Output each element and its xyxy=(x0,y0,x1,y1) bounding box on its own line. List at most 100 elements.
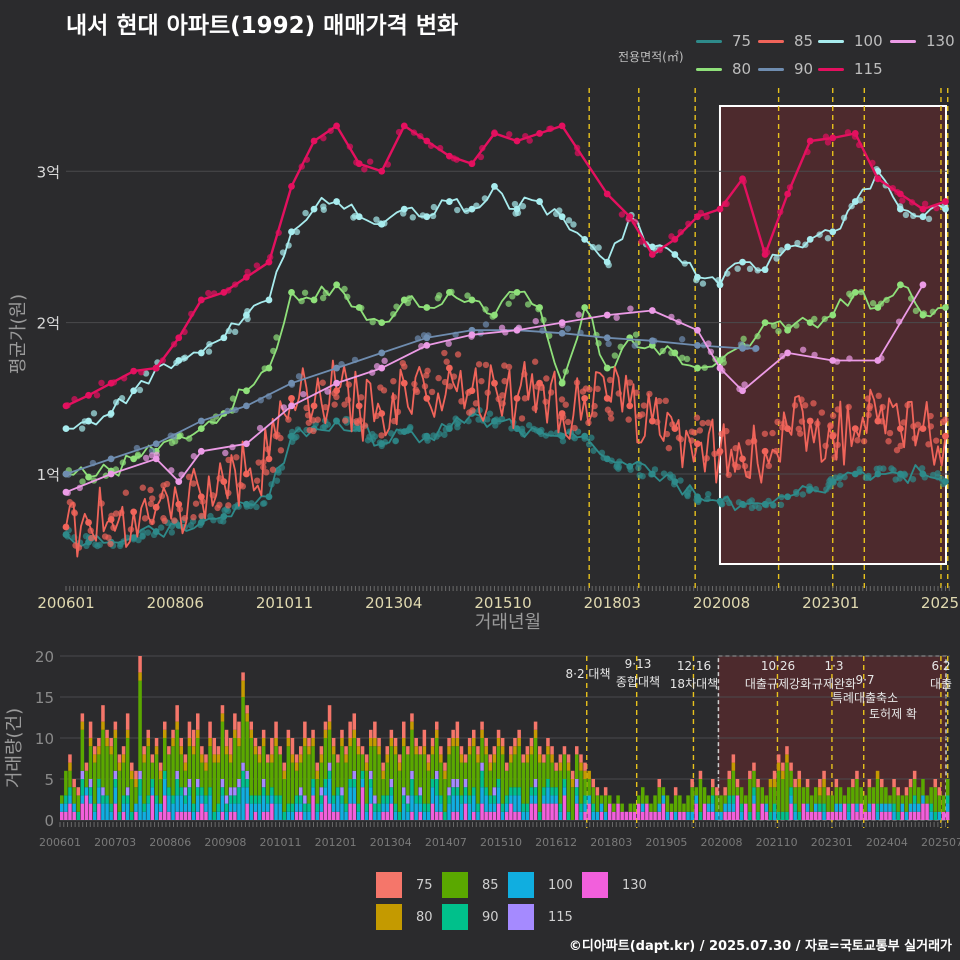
volume-segment xyxy=(723,811,727,820)
volume-segment xyxy=(492,803,497,812)
volume-segment xyxy=(125,795,130,804)
volume-segment xyxy=(261,811,266,820)
data-point-85 xyxy=(919,425,927,433)
volume-segment xyxy=(299,762,303,788)
volume-segment xyxy=(764,811,769,820)
volume-segment xyxy=(84,795,89,820)
volume-bar xyxy=(327,705,332,820)
volume-segment xyxy=(261,738,266,747)
volume-segment xyxy=(257,754,262,763)
volume-segment xyxy=(389,795,394,804)
volume-segment xyxy=(257,803,262,820)
volume-bar xyxy=(735,779,740,820)
data-point-100 xyxy=(851,198,859,205)
scatter-point-100 xyxy=(570,221,577,228)
volume-segment xyxy=(241,697,245,763)
volume-segment xyxy=(60,811,64,820)
scatter-point-85 xyxy=(441,349,448,357)
vol-legend-swatch-85 xyxy=(442,872,468,898)
volume-segment xyxy=(88,721,93,738)
volume-segment xyxy=(125,787,130,796)
volume-segment xyxy=(369,746,373,771)
volume-segment xyxy=(603,795,608,812)
volume-segment xyxy=(669,803,674,812)
volume-segment xyxy=(364,770,369,804)
series-75 xyxy=(62,407,949,550)
data-point-75 xyxy=(62,531,70,538)
volume-segment xyxy=(340,746,344,788)
data-point-80 xyxy=(671,349,679,357)
volume-segment xyxy=(402,721,406,738)
volume-segment xyxy=(430,803,435,820)
scatter-point-115 xyxy=(366,158,374,165)
data-point-85 xyxy=(491,379,498,387)
volume-bar xyxy=(105,729,109,820)
scatter-point-85 xyxy=(665,444,673,452)
scatter-point-90 xyxy=(482,321,490,328)
volume-bar xyxy=(204,754,208,820)
volume-segment xyxy=(880,803,884,812)
volume-segment xyxy=(842,803,847,820)
volume-segment xyxy=(327,803,332,820)
volume-segment xyxy=(785,811,789,820)
volume-segment xyxy=(105,795,109,804)
volume-segment xyxy=(406,795,410,804)
volume-segment xyxy=(348,787,352,804)
volume-segment xyxy=(340,795,344,804)
volume-segment xyxy=(249,795,254,804)
volume-segment xyxy=(113,803,118,820)
annotation-note: 특례대출축소 xyxy=(832,691,898,705)
volume-segment xyxy=(480,738,484,763)
volume-segment xyxy=(117,762,122,771)
data-point-115 xyxy=(874,175,882,183)
volume-segment xyxy=(496,787,501,804)
scatter-point-100 xyxy=(902,211,910,219)
volume-segment xyxy=(224,811,229,820)
volume-segment xyxy=(228,787,233,796)
volume-segment xyxy=(274,803,278,820)
volume-segment xyxy=(558,770,563,804)
volume-segment xyxy=(266,795,270,804)
volume-segment xyxy=(299,754,303,763)
volume-bar xyxy=(208,721,212,820)
volume-segment xyxy=(459,762,464,796)
scatter-point-90 xyxy=(678,336,686,343)
volume-segment xyxy=(529,787,534,796)
volume-segment xyxy=(397,762,402,771)
scatter-point-85 xyxy=(190,480,197,487)
volume-segment xyxy=(435,738,439,771)
x-tick-label: 201803 xyxy=(584,594,641,612)
data-point-85 xyxy=(85,519,92,526)
data-point-100 xyxy=(896,205,904,213)
data-point-75 xyxy=(333,417,341,425)
volume-segment xyxy=(735,787,740,796)
scatter-point-75 xyxy=(116,542,124,550)
volume-bar xyxy=(88,721,93,820)
scatter-point-85 xyxy=(342,417,349,424)
volume-segment xyxy=(566,811,571,820)
volume-segment xyxy=(138,672,142,681)
volume-segment xyxy=(261,746,266,779)
volume-segment xyxy=(315,770,320,779)
scatter-point-85 xyxy=(925,441,932,448)
volume-bar xyxy=(241,672,245,820)
data-point-85 xyxy=(310,402,318,410)
volume-segment xyxy=(68,770,72,788)
volume-segment xyxy=(167,811,171,820)
volume-bar xyxy=(645,795,649,820)
data-point-115 xyxy=(648,251,656,258)
data-point-75 xyxy=(851,470,859,478)
data-point-80 xyxy=(265,364,273,372)
volume-x-tick-label: 202110 xyxy=(756,836,798,849)
volume-segment xyxy=(274,738,278,747)
volume-segment xyxy=(838,811,843,820)
volume-bar xyxy=(134,770,138,820)
volume-bar xyxy=(587,770,591,820)
volume-bar xyxy=(385,746,390,820)
volume-segment xyxy=(179,787,184,796)
volume-bar xyxy=(760,787,765,820)
volume-segment xyxy=(480,721,484,730)
volume-bar xyxy=(851,779,855,820)
volume-segment xyxy=(175,795,179,812)
volume-bar xyxy=(175,705,179,820)
